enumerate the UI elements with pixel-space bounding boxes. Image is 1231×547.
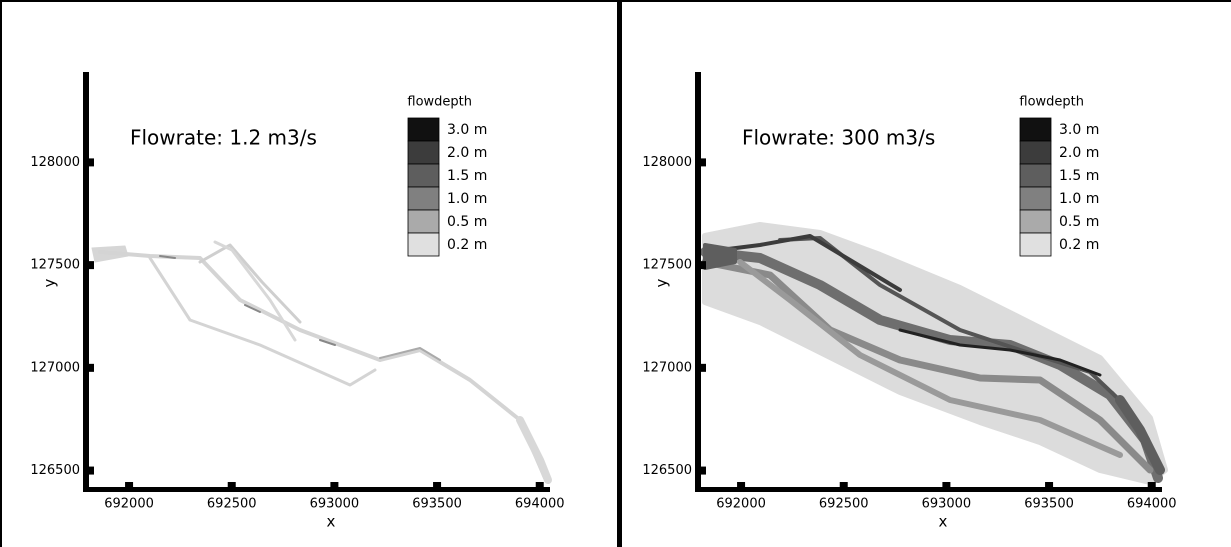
y-axis-line	[83, 72, 89, 491]
legend-swatch	[1019, 186, 1052, 211]
x-tick-label: 693000	[310, 497, 360, 512]
x-tick-label: 692500	[207, 497, 257, 512]
legend-swatch	[407, 209, 440, 234]
x-tick	[1045, 482, 1054, 488]
x-tick-label: 694000	[515, 497, 565, 512]
x-tick-label: 693500	[412, 497, 462, 512]
x-tick-label: 692500	[819, 497, 869, 512]
frame-left	[0, 0, 2, 547]
legend-swatch	[407, 232, 440, 257]
legend-label: 1.0 m	[1059, 191, 1099, 207]
x-axis-line	[695, 487, 1162, 492]
flow-area-right	[700, 222, 1168, 485]
x-axis-line	[83, 487, 550, 492]
chart-title: Flowrate: 300 m3/s	[742, 126, 935, 150]
legend-swatch	[1019, 117, 1052, 142]
x-axis-label: x	[939, 513, 948, 531]
y-tick	[700, 158, 706, 167]
x-tick	[839, 482, 848, 488]
y-tick	[88, 466, 94, 475]
legend-label: 2.0 m	[1059, 145, 1099, 161]
legend-swatch	[407, 140, 440, 165]
legend-swatch	[1019, 163, 1052, 188]
x-tick	[433, 482, 442, 488]
legend-label: 0.5 m	[447, 214, 487, 230]
legend-label: 0.5 m	[1059, 214, 1099, 230]
flow-area-left	[91, 240, 552, 484]
legend-label: 1.0 m	[447, 191, 487, 207]
x-tick-label: 692000	[716, 497, 766, 512]
x-tick	[942, 482, 951, 488]
y-axis-label: y	[653, 278, 671, 287]
panel-separator	[617, 0, 622, 547]
x-tick	[1147, 482, 1156, 488]
legend-label: 1.5 m	[1059, 168, 1099, 184]
y-tick	[88, 363, 94, 372]
y-tick-label: 126500	[30, 463, 80, 478]
legend-swatch	[1019, 209, 1052, 234]
y-axis-line	[695, 72, 701, 491]
y-tick-label: 127500	[642, 258, 692, 273]
x-tick-label: 692000	[104, 497, 154, 512]
y-tick-label: 127500	[30, 258, 80, 273]
y-tick-label: 127000	[642, 360, 692, 375]
panel: 692000 692500 693000 693500 694000 126500 1270…	[30, 72, 565, 531]
legend-title: flowdepth	[407, 95, 472, 110]
legend-title: flowdepth	[1019, 95, 1084, 110]
x-tick	[535, 482, 544, 488]
legend-swatch	[1019, 232, 1052, 257]
x-axis-label: x	[327, 513, 336, 531]
x-tick-label: 694000	[1127, 497, 1177, 512]
legend-swatch	[407, 117, 440, 142]
y-tick	[700, 261, 706, 270]
y-tick-label: 128000	[642, 155, 692, 170]
chart-title: Flowrate: 1.2 m3/s	[130, 126, 317, 150]
legend-label: 1.5 m	[447, 168, 487, 184]
y-tick	[700, 363, 706, 372]
legend-label: 0.2 m	[447, 237, 487, 253]
y-tick	[700, 466, 706, 475]
legend-label: 2.0 m	[447, 145, 487, 161]
legend-label: 3.0 m	[1059, 122, 1099, 138]
y-tick-label: 128000	[30, 155, 80, 170]
legend-label: 3.0 m	[447, 122, 487, 138]
x-tick-label: 693500	[1024, 497, 1074, 512]
x-tick	[125, 482, 134, 488]
x-tick	[227, 482, 236, 488]
legend-swatch	[1019, 140, 1052, 165]
legend-swatch	[407, 186, 440, 211]
y-axis-label: y	[41, 278, 59, 287]
x-tick	[737, 482, 746, 488]
x-tick	[330, 482, 339, 488]
legend-swatch	[407, 163, 440, 188]
frame-top	[0, 0, 1231, 2]
legend-label: 0.2 m	[1059, 237, 1099, 253]
panel: 692000 692500 693000 693500 694000 126500 1270…	[642, 72, 1177, 531]
y-tick	[88, 158, 94, 167]
x-tick-label: 693000	[922, 497, 972, 512]
y-tick	[88, 261, 94, 270]
y-tick-label: 126500	[642, 463, 692, 478]
y-tick-label: 127000	[30, 360, 80, 375]
